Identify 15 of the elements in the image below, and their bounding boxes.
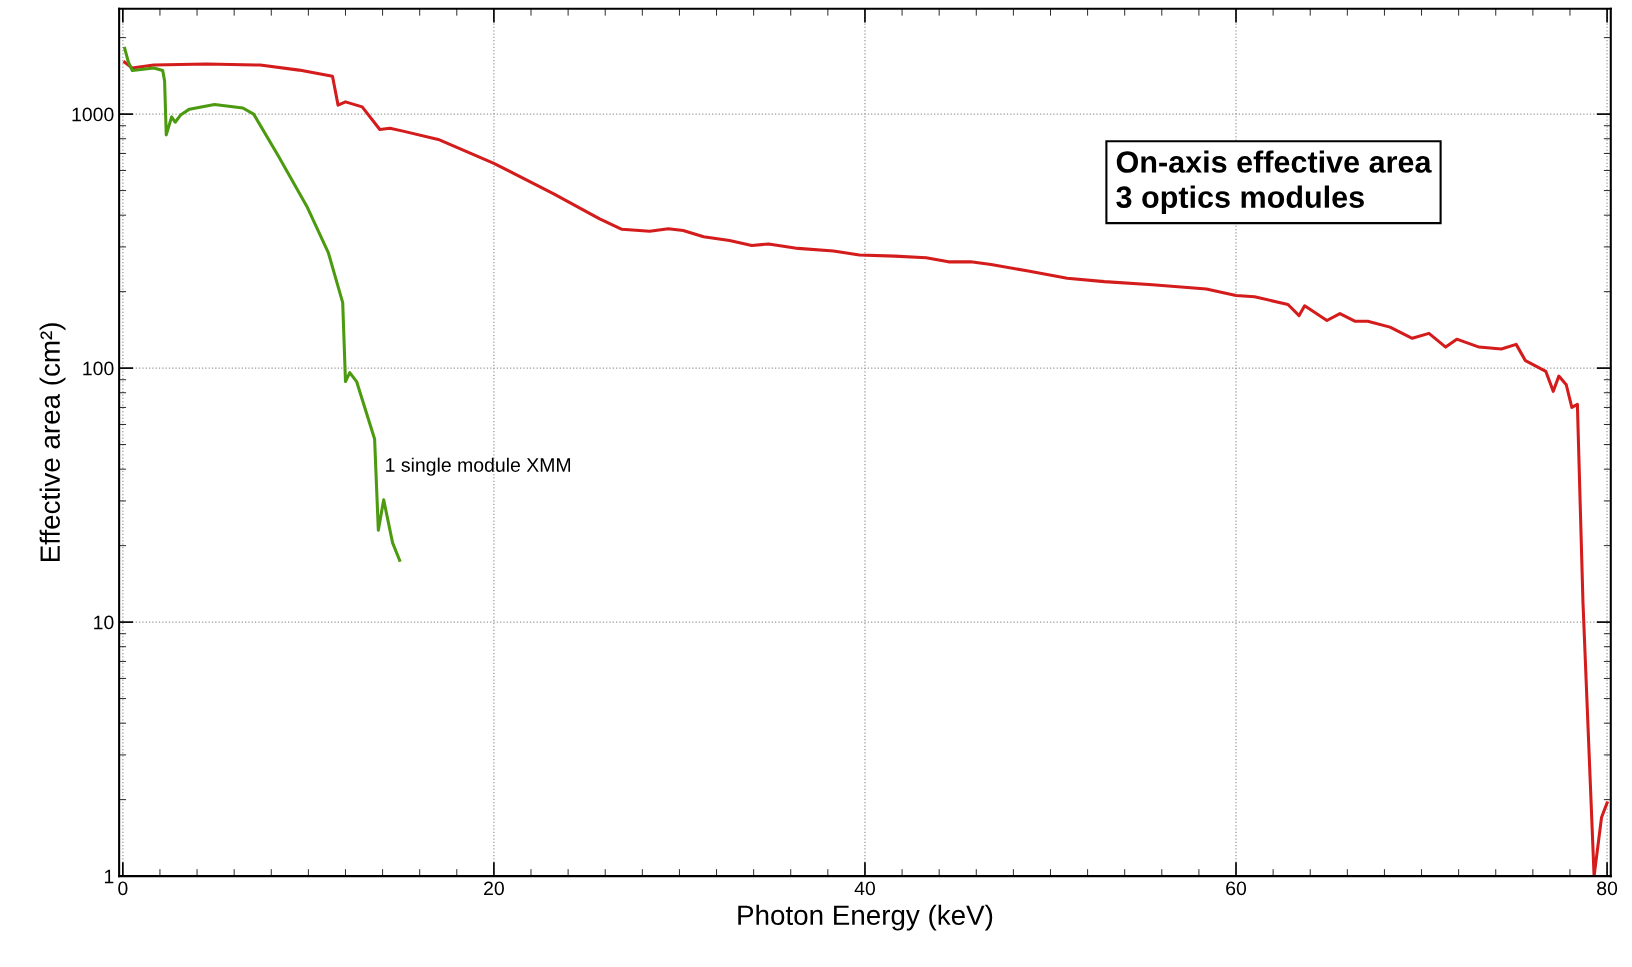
annotation: On-axis effective area 3 optics modules xyxy=(1116,150,1432,214)
y-tick-label: 1 xyxy=(104,869,114,884)
y-axis-title: Effective area (cm²) xyxy=(39,323,66,562)
x-axis-title: Photon Energy (keV) xyxy=(738,904,993,931)
y-tick-label: 100 xyxy=(83,361,114,376)
y-tick-label: 10 xyxy=(94,615,114,630)
x-tick-label: 40 xyxy=(854,881,876,896)
line-series xyxy=(123,60,1609,877)
x-tick-label: 80 xyxy=(1597,881,1618,896)
y-tick-label: 1000 xyxy=(72,107,114,122)
x-tick-label: 60 xyxy=(1226,881,1247,896)
annotation: 1 single module XMM xyxy=(386,457,571,476)
x-tick-label: 20 xyxy=(484,881,504,896)
line-series xyxy=(123,46,402,562)
x-tick-label: 0 xyxy=(118,881,128,896)
